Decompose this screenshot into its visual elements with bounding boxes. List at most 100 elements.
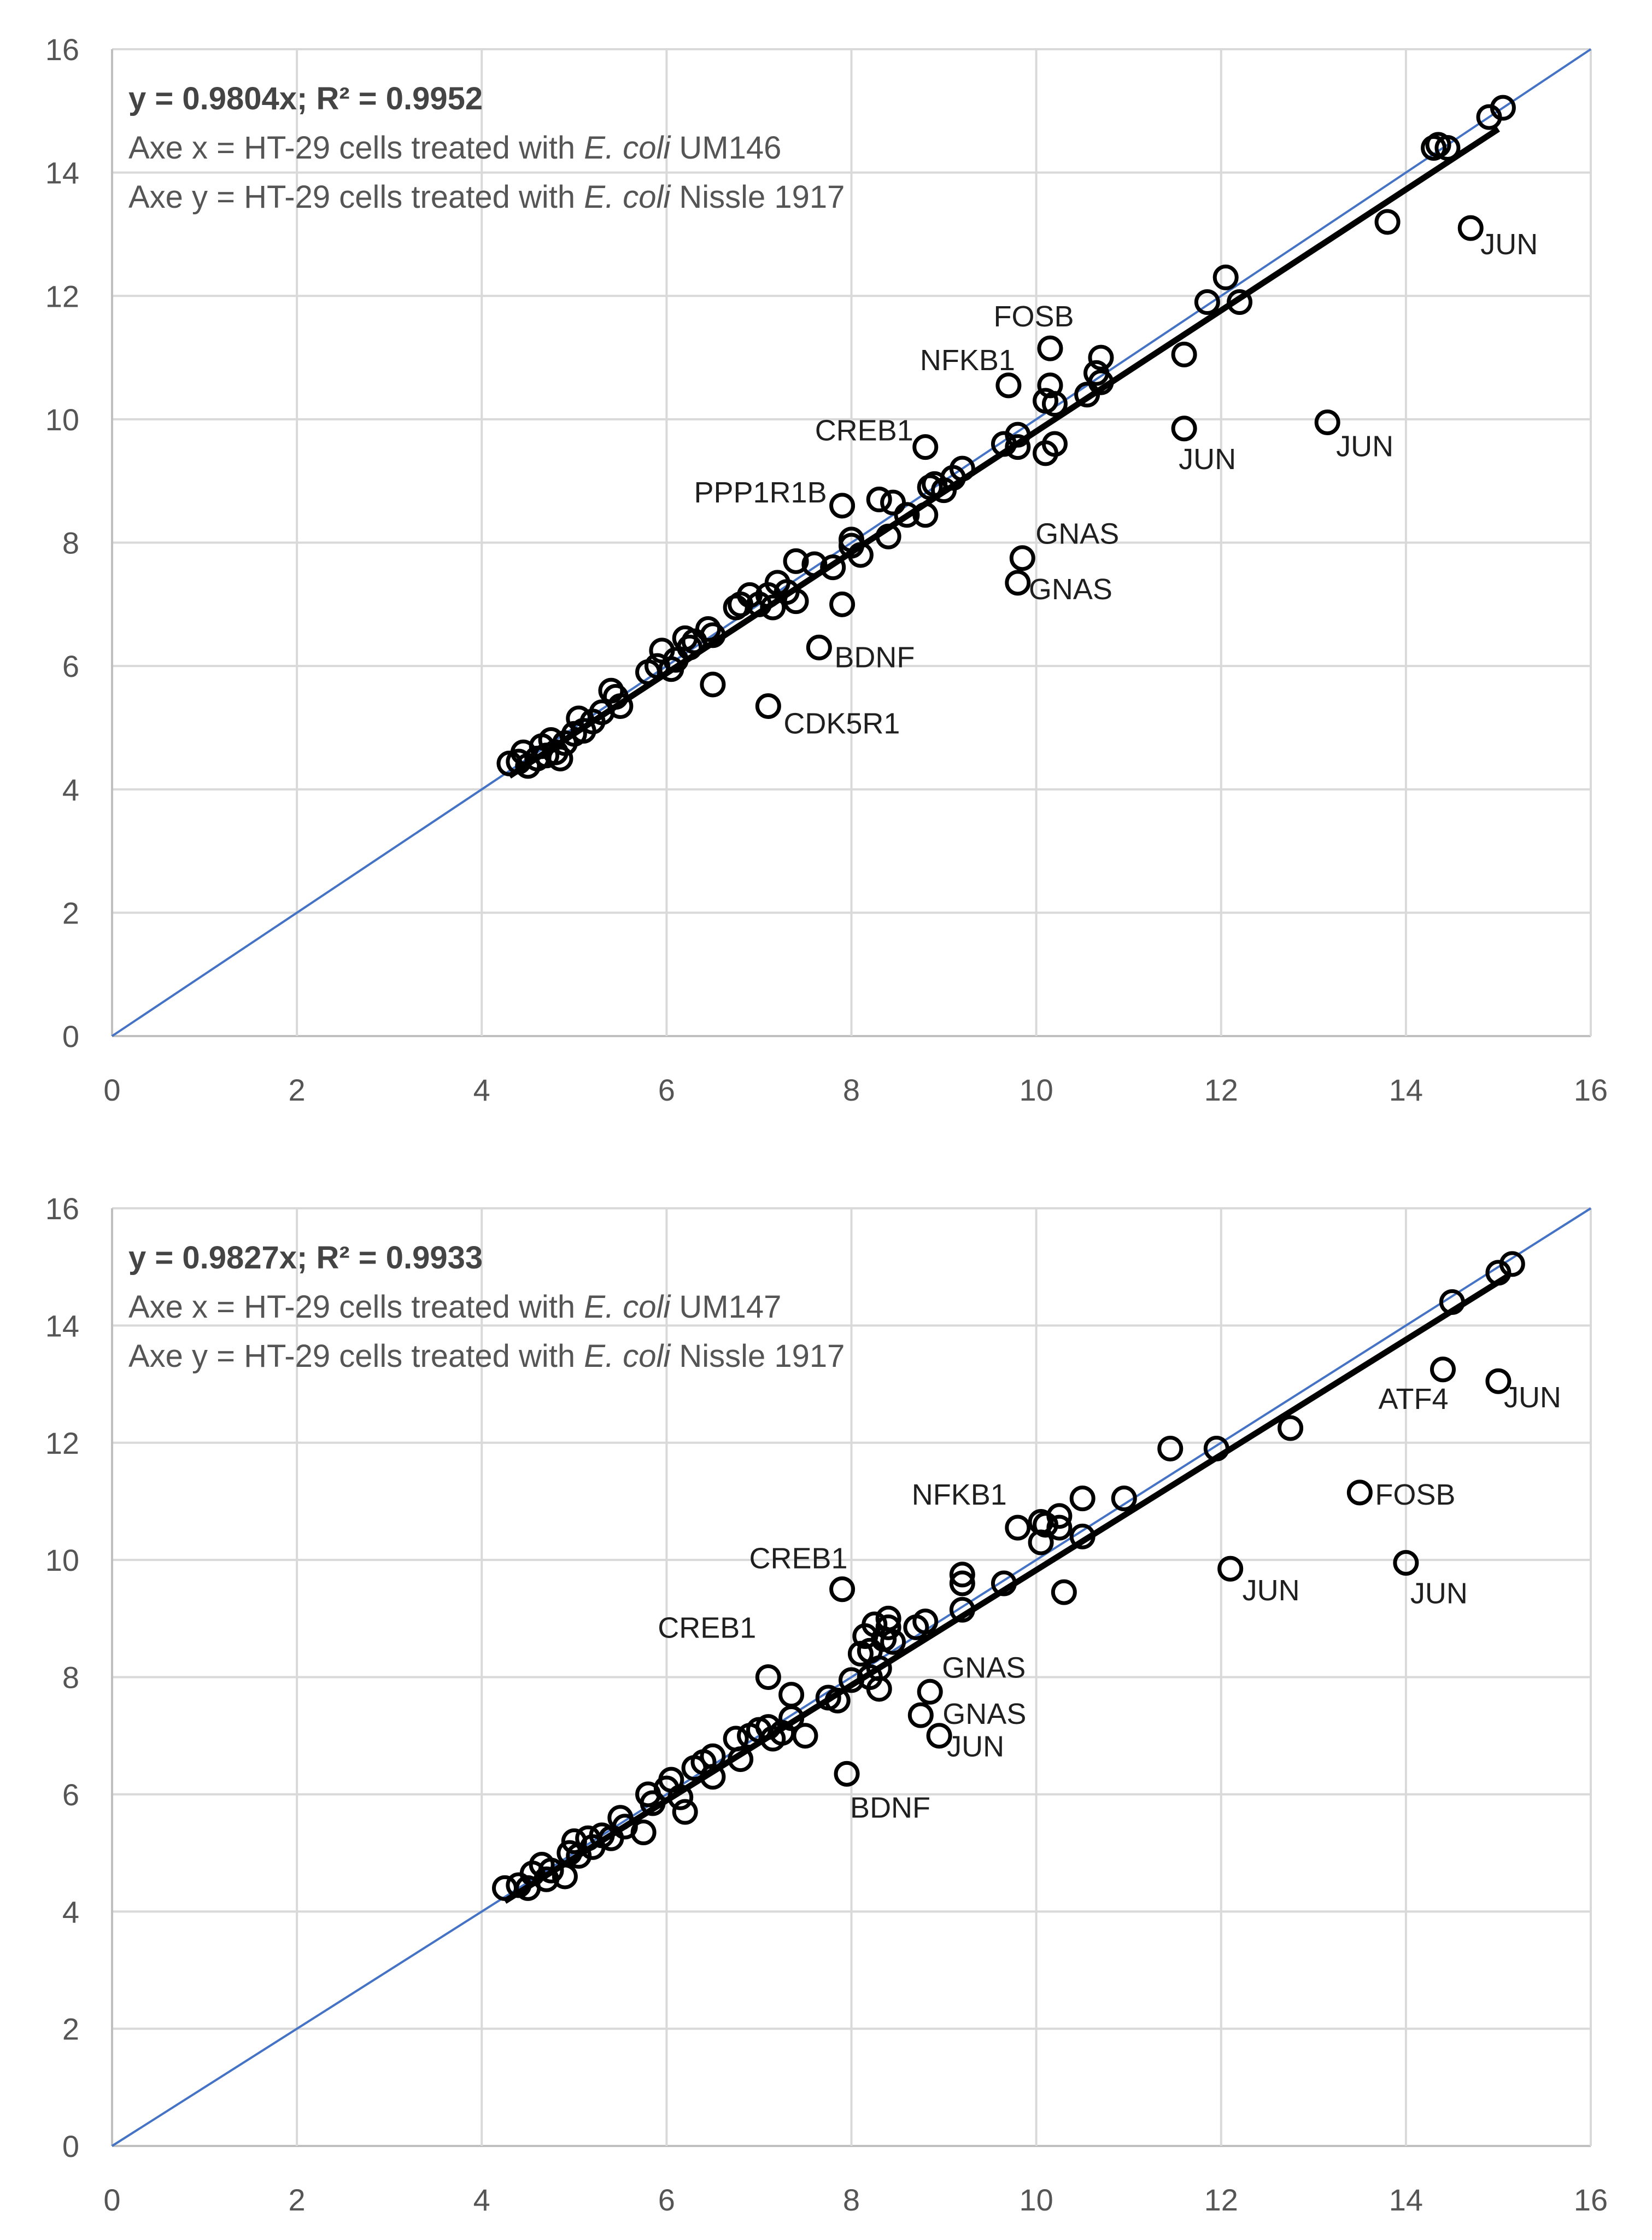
- data-point: [700, 671, 726, 698]
- y-tick-label: 4: [62, 773, 79, 807]
- data-point: [875, 1614, 901, 1640]
- data-point: [1069, 1485, 1096, 1512]
- identity-line: [111, 1207, 1592, 2147]
- data-point: [1314, 410, 1340, 436]
- x-note-suffix: UM147: [670, 1289, 781, 1325]
- data-point: [894, 502, 920, 528]
- data-point: [630, 1820, 657, 1846]
- x-note-suffix: UM146: [670, 130, 781, 166]
- point-label: BDNF: [850, 1791, 930, 1824]
- x-tick-label: 16: [1574, 2183, 1608, 2217]
- data-point: [1171, 341, 1197, 367]
- y-axis-note: Axe y = HT-29 cells treated with E. coli…: [128, 179, 845, 215]
- tick-labels: 0 2 4 6 8 10 12 14 16 0 2 4 6 8 10 12 14 16: [45, 1191, 1608, 2217]
- y-tick-label: 16: [45, 32, 79, 67]
- y-tick-label: 10: [45, 402, 79, 437]
- x-tick-label: 16: [1574, 1073, 1608, 1107]
- y-note-suffix: Nissle 1917: [670, 179, 845, 215]
- point-label: GNAS: [1029, 573, 1112, 606]
- y-tick-label: 0: [62, 2129, 79, 2163]
- x-axis-note: Axe x = HT-29 cells treated with E. coli…: [128, 1289, 781, 1325]
- x-tick-label: 12: [1204, 2183, 1238, 2217]
- regression-line: [507, 126, 1500, 779]
- data-point: [1374, 209, 1401, 235]
- y-tick-label: 8: [62, 526, 79, 560]
- data-point: [1346, 1479, 1373, 1506]
- point-label: GNAS: [942, 1651, 1026, 1684]
- equation-text: y = 0.9804x; R² = 0.9952: [128, 81, 483, 116]
- x-tick-label: 4: [473, 1073, 490, 1107]
- y-tick-label: 2: [62, 2012, 79, 2046]
- point-label: JUN: [1336, 430, 1393, 463]
- data-point: [1046, 1503, 1073, 1529]
- y-note-species: E. coli: [584, 1338, 671, 1374]
- x-tick-label: 8: [843, 2183, 860, 2217]
- data-point: [1041, 431, 1068, 457]
- data-point: [1393, 1549, 1419, 1576]
- data-point: [672, 1799, 698, 1825]
- data-point: [1278, 1415, 1304, 1441]
- data-point: [695, 616, 721, 642]
- data-point: [829, 591, 856, 617]
- data-point: [917, 1678, 943, 1705]
- y-note-prefix: Axe y = HT-29 cells treated with: [128, 1338, 584, 1374]
- data-point: [792, 1723, 818, 1749]
- data-point: [820, 554, 846, 581]
- x-tick-label: 2: [289, 1073, 306, 1107]
- data-point: [755, 693, 781, 719]
- regression-line: [503, 1273, 1509, 1904]
- point-labels: PPP1R1B CREB1 NFKB1 FOSB JUN JUN JUN GNAS GNAS BD…: [694, 228, 1538, 740]
- data-point: [995, 372, 1022, 399]
- data-point: [1212, 264, 1239, 290]
- data-point: [1041, 391, 1068, 417]
- point-label: CREB1: [815, 414, 913, 447]
- x-tick-label: 14: [1389, 1073, 1423, 1107]
- data-point: [1037, 372, 1063, 399]
- y-tick-label: 2: [62, 896, 79, 930]
- point-label: FOSB: [1375, 1478, 1455, 1511]
- x-axis-note: Axe x = HT-29 cells treated with E. coli…: [128, 130, 781, 166]
- x-tick-label: 4: [473, 2183, 490, 2217]
- point-label: GNAS: [1035, 518, 1119, 551]
- data-point: [1051, 1579, 1077, 1605]
- data-point: [538, 1857, 564, 1884]
- data-point: [778, 1682, 805, 1708]
- point-label: CDK5R1: [783, 707, 900, 740]
- y-tick-label: 6: [62, 1777, 79, 1812]
- data-point: [1009, 545, 1035, 571]
- data-point: [783, 548, 809, 574]
- x-note-species: E. coli: [584, 130, 671, 166]
- data-points: [492, 1251, 1525, 1901]
- x-tick-label: 10: [1019, 2183, 1053, 2217]
- x-note-prefix: Axe x = HT-29 cells treated with: [128, 130, 584, 166]
- data-point: [949, 1570, 975, 1596]
- point-label: CREB1: [658, 1612, 756, 1645]
- data-point: [875, 1605, 901, 1631]
- data-point: [829, 1576, 856, 1602]
- point-label: JUN: [1243, 1574, 1300, 1607]
- y-axis-note: Axe y = HT-29 cells treated with E. coli…: [128, 1338, 845, 1374]
- chart-top: 0 2 4 6 8 10 12 14 16 0 2 4 6 8 10 12 14 16 PPP1R1B CREB1 N…: [45, 32, 1608, 1107]
- x-note-prefix: Axe x = HT-29 cells treated with: [128, 1289, 584, 1325]
- equation-text: y = 0.9827x; R² = 0.9933: [128, 1240, 483, 1276]
- data-point: [829, 493, 856, 519]
- data-point: [1171, 416, 1197, 442]
- data-point: [1499, 1251, 1525, 1277]
- x-tick-label: 2: [289, 2183, 306, 2217]
- data-point: [806, 634, 832, 660]
- x-tick-label: 8: [843, 1073, 860, 1107]
- point-label: CREB1: [749, 1542, 848, 1575]
- x-tick-label: 0: [103, 1073, 120, 1107]
- data-point: [949, 1561, 975, 1588]
- data-point: [857, 1637, 883, 1664]
- point-label: ATF4: [1378, 1383, 1448, 1416]
- point-label: JUN: [1504, 1381, 1561, 1414]
- data-point: [1111, 1485, 1137, 1512]
- data-point: [880, 1629, 906, 1655]
- data-point: [755, 1664, 781, 1690]
- y-tick-label: 8: [62, 1660, 79, 1695]
- data-point: [866, 487, 892, 513]
- y-tick-label: 12: [45, 279, 79, 313]
- x-tick-label: 12: [1204, 1073, 1238, 1107]
